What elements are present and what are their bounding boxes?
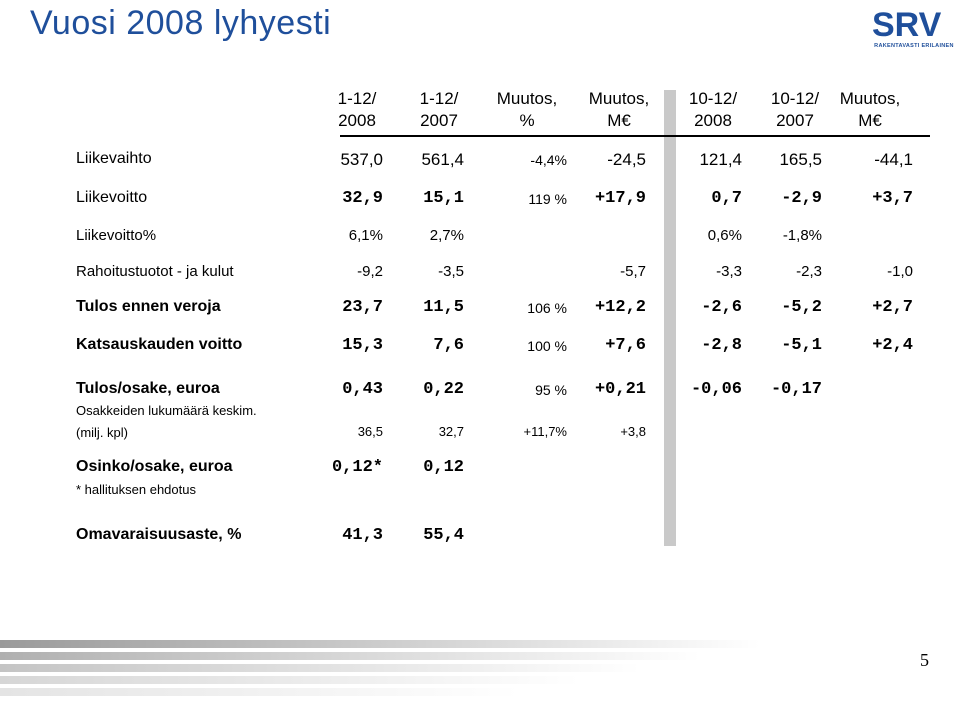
table-cell: +11,7% [523,424,568,439]
column-header: 10-12/2007 [750,88,840,132]
table-cell: -2,9 [781,189,822,208]
table-cell: -3,5 [438,263,464,280]
column-header-line: 2008 [338,111,376,130]
table-cell: -5,2 [781,298,822,317]
column-header-line: M€ [858,111,882,130]
row-label: Liikevaihto [76,150,152,167]
row-label: Osakkeiden lukumäärä keskim. [76,403,257,418]
table-cell: -9,2 [357,263,383,280]
column-header-line: 10-12/ [770,89,820,108]
table-cell: 55,4 [423,526,464,545]
table-cell: 6,1% [348,227,383,244]
column-header: 10-12/2008 [668,88,758,132]
table-cell: 0,7 [711,189,742,208]
footer-bar [0,688,520,696]
table-cell: 11,5 [423,298,464,317]
column-header: Muutos, M€ [574,88,664,132]
column-header-line: Muutos, [839,89,901,108]
table-cell: -2,6 [701,298,742,317]
table-cell: 23,7 [342,298,383,317]
table-cell: 537,0 [340,150,383,169]
column-header-line: 1-12/ [419,89,459,108]
table-cell: 95 % [535,382,567,398]
logo-subtitle: RAKENTAVASTI ERILAINEN [874,43,954,49]
table-cell: -44,1 [874,150,913,169]
column-header-line: 10-12/ [688,89,738,108]
footer-bar [0,676,580,684]
table-cell: 32,7 [438,424,464,439]
table-cell: -5,1 [781,336,822,355]
table-cell: +3,7 [872,189,913,208]
table-cell: +7,6 [605,336,646,355]
column-header: Muutos,% [482,88,572,132]
table-cell: 15,1 [423,189,464,208]
column-header-line: 2008 [694,111,732,130]
table-cell: -1,8% [782,227,822,244]
table-cell: +0,21 [594,380,646,399]
column-header-line: 2007 [420,111,458,130]
table-cell: 0,22 [423,380,464,399]
column-header-line: Muutos, [496,89,558,108]
table-cell: 36,5 [357,424,383,439]
table-cell: 0,12* [331,458,383,477]
footer-bar [0,664,640,672]
table-cell: -4,4% [530,152,567,168]
column-header-line: % [519,111,535,130]
table-cell: 0,43 [342,380,383,399]
row-label-line2: (milj. kpl) [76,425,128,440]
srv-logo: SRV [872,6,942,44]
table-cell: 2,7% [429,227,464,244]
table-cell: 100 % [527,338,567,354]
column-header-line: 1-12/ [337,89,377,108]
table-cell: -24,5 [607,150,646,169]
row-label: Omavaraisuusaste, % [76,526,242,543]
table-cell: +2,4 [872,336,913,355]
table-cell: -1,0 [887,263,913,280]
page-number: 5 [920,650,929,670]
row-label: Tulos ennen veroja [76,298,221,315]
logo-text: SRV [872,6,942,44]
page-title: Vuosi 2008 lyhyesti [30,4,332,42]
row-label: Rahoitustuotot - ja kulut [76,263,234,280]
header-rule [340,135,930,137]
table-cell: 41,3 [342,526,383,545]
table-cell: -2,3 [796,263,822,280]
row-label: Liikevoitto% [76,227,157,244]
column-header: Muutos, M€ [825,88,915,132]
table-cell: 32,9 [342,189,383,208]
table-cell: 121,4 [699,150,742,169]
row-label: Tulos/osake, euroa [76,380,220,397]
table-cell: 15,3 [342,336,383,355]
column-header-line: Muutos, [588,89,650,108]
table-cell: 106 % [527,300,567,316]
table-cell: 0,12 [423,458,464,477]
column-header: 1-12/2008 [312,88,402,132]
row-footnote: * hallituksen ehdotus [76,482,196,497]
table-cell: +17,9 [594,189,646,208]
column-divider [664,90,676,546]
table-cell: +3,8 [620,424,646,439]
table-cell: -3,3 [716,263,742,280]
table-cell: -0,06 [690,380,742,399]
table-cell: 0,6% [707,227,742,244]
footer-bar [0,640,760,648]
table-cell: 7,6 [433,336,464,355]
table-cell: 119 % [528,191,567,207]
table-cell: -2,8 [701,336,742,355]
row-label: Osinko/osake, euroa [76,458,233,475]
table-cell: -5,7 [620,263,646,280]
table-cell: 165,5 [779,150,822,169]
column-header-line: 2007 [776,111,814,130]
table-cell: +12,2 [594,298,646,317]
row-label: Liikevoitto [76,189,148,206]
table-cell: -0,17 [770,380,822,399]
row-label: Katsauskauden voitto [76,336,243,353]
footer-bar [0,652,700,660]
table-cell: +2,7 [872,298,913,317]
table-cell: 561,4 [421,150,464,169]
column-header-line: M€ [607,111,631,130]
column-header: 1-12/2007 [394,88,484,132]
